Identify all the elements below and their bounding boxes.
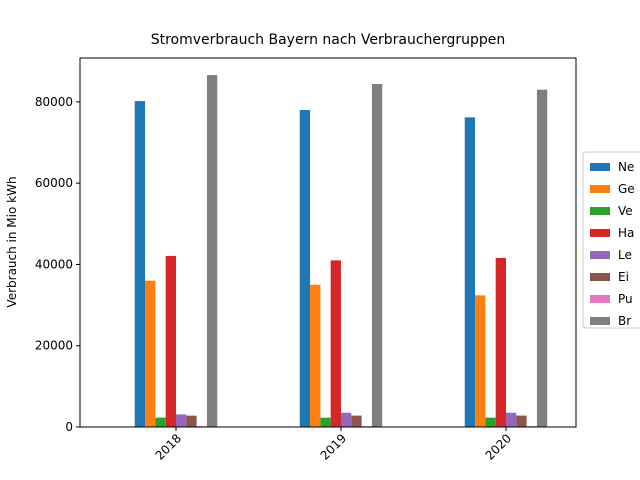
x-tick-label: 2018 (153, 431, 184, 462)
bar (206, 75, 218, 427)
y-tick-label: 0 (65, 420, 73, 434)
legend-swatch (590, 273, 610, 281)
legend-swatch (590, 163, 610, 171)
bar (485, 417, 496, 427)
bar (330, 260, 341, 427)
legend-label: Ve (618, 204, 633, 218)
legend-label: Ne (618, 160, 634, 174)
bar (464, 117, 476, 428)
bar (506, 412, 517, 427)
bar (351, 415, 362, 427)
bar (475, 295, 486, 427)
bar (299, 110, 311, 427)
x-tick-label: 2019 (318, 431, 349, 462)
legend-swatch (590, 207, 610, 215)
bar (495, 257, 506, 427)
chart-title: Stromverbrauch Bayern nach Verbrauchergr… (151, 32, 506, 48)
legend-label: Le (618, 248, 632, 262)
y-tick-label: 20000 (35, 339, 73, 353)
x-tick-label: 2020 (483, 431, 514, 462)
bar (145, 280, 156, 427)
bar (134, 101, 146, 428)
bar (165, 255, 176, 427)
legend-box (582, 151, 640, 329)
legend-label: Ha (618, 226, 634, 240)
y-tick-label: 40000 (35, 257, 73, 271)
bar (371, 84, 383, 427)
bar (186, 415, 197, 427)
legend-swatch (590, 251, 610, 259)
legend-label: Br (618, 314, 631, 328)
y-tick-label: 60000 (35, 176, 73, 190)
plot-frame (79, 57, 577, 428)
legend-label: Ge (618, 182, 635, 196)
bar (320, 417, 331, 427)
legend-swatch (590, 317, 610, 325)
legend-swatch (590, 185, 610, 193)
legend-swatch (590, 295, 610, 303)
bar (155, 417, 166, 427)
y-axis-label: Verbrauch in Mio kWh (5, 176, 19, 307)
bar (310, 284, 321, 427)
bar (176, 414, 187, 427)
bar (536, 89, 548, 427)
bar (516, 415, 527, 427)
y-tick-label: 80000 (35, 95, 73, 109)
legend-label: Ei (618, 270, 629, 284)
bar (341, 412, 352, 427)
legend-label: Pu (618, 292, 633, 306)
legend-swatch (590, 229, 610, 237)
